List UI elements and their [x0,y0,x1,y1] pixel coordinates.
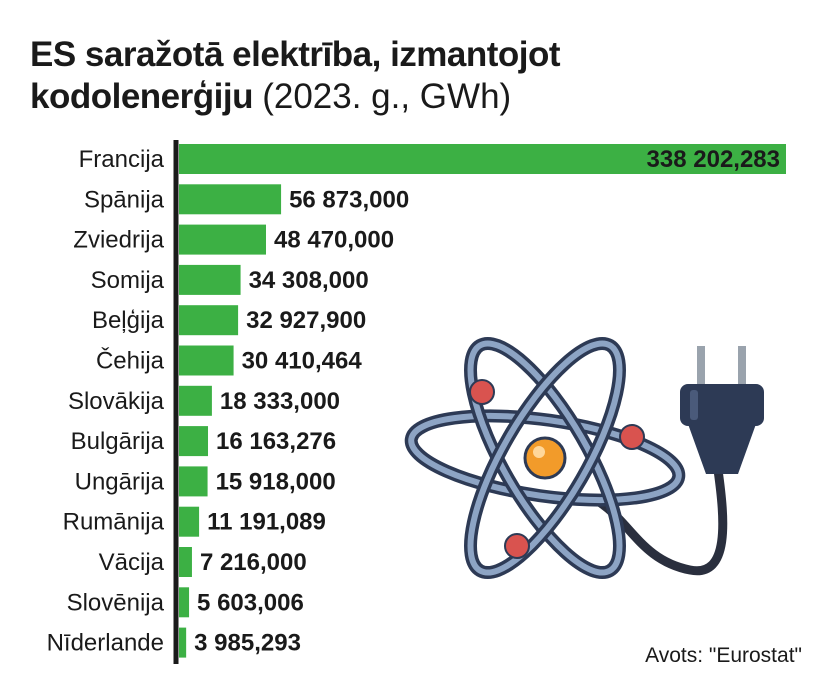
category-label: Spānija [84,186,165,213]
value-label: 3 985,293 [194,630,301,657]
category-label: Čehija [96,347,165,375]
value-label: 34 308,000 [249,267,369,294]
bar-10 [179,547,192,577]
bar-8 [179,466,208,497]
value-label: 16 163,276 [216,428,336,455]
bar-7 [179,426,209,457]
value-label: 30 410,464 [242,348,363,375]
atom-with-power-plug-icon [404,336,764,580]
value-label: 48 470,000 [274,227,394,254]
category-label: Francija [79,146,165,173]
bar-6 [179,385,212,416]
bars-group: Francija 338 202,283 Spānija 56 873,000 Zvie… [47,144,786,658]
source-note: Avots: "Eurostat" [645,644,802,667]
bar-5 [179,345,234,376]
value-label: 11 191,089 [207,509,326,536]
bar-4 [179,305,239,336]
chart-title: ES saražotā elektrība, izmantojot kodole… [30,34,790,118]
value-label: 32 927,900 [246,307,366,334]
category-label: Zviedrija [73,227,164,254]
value-label: 56 873,000 [289,186,409,213]
title-unit: (2023. g., GWh) [262,77,512,116]
value-label: 18 333,000 [220,388,340,415]
bar-2 [179,224,266,255]
category-label: Ungārija [75,468,165,495]
title-main: ES saražotā elektrība, izmantojot kodole… [30,35,561,116]
category-label: Nīderlande [47,630,164,657]
bar-12 [179,627,187,658]
category-label: Somija [91,267,165,294]
category-label: Bulgārija [71,428,165,455]
category-label: Slovākija [68,388,165,415]
value-label: 15 918,000 [216,468,336,495]
value-label: 338 202,283 [647,146,780,173]
category-label: Vācija [99,549,165,576]
bar-1 [179,184,282,215]
bar-0 [179,144,786,174]
bar-3 [179,264,241,295]
value-label: 5 603,006 [197,589,304,616]
bar-9 [179,506,200,537]
category-label: Rumānija [63,509,165,536]
category-label: Beļģija [92,307,165,334]
bar-11 [179,587,190,618]
category-label: Slovēnija [67,589,165,616]
value-label: 7 216,000 [200,549,307,576]
